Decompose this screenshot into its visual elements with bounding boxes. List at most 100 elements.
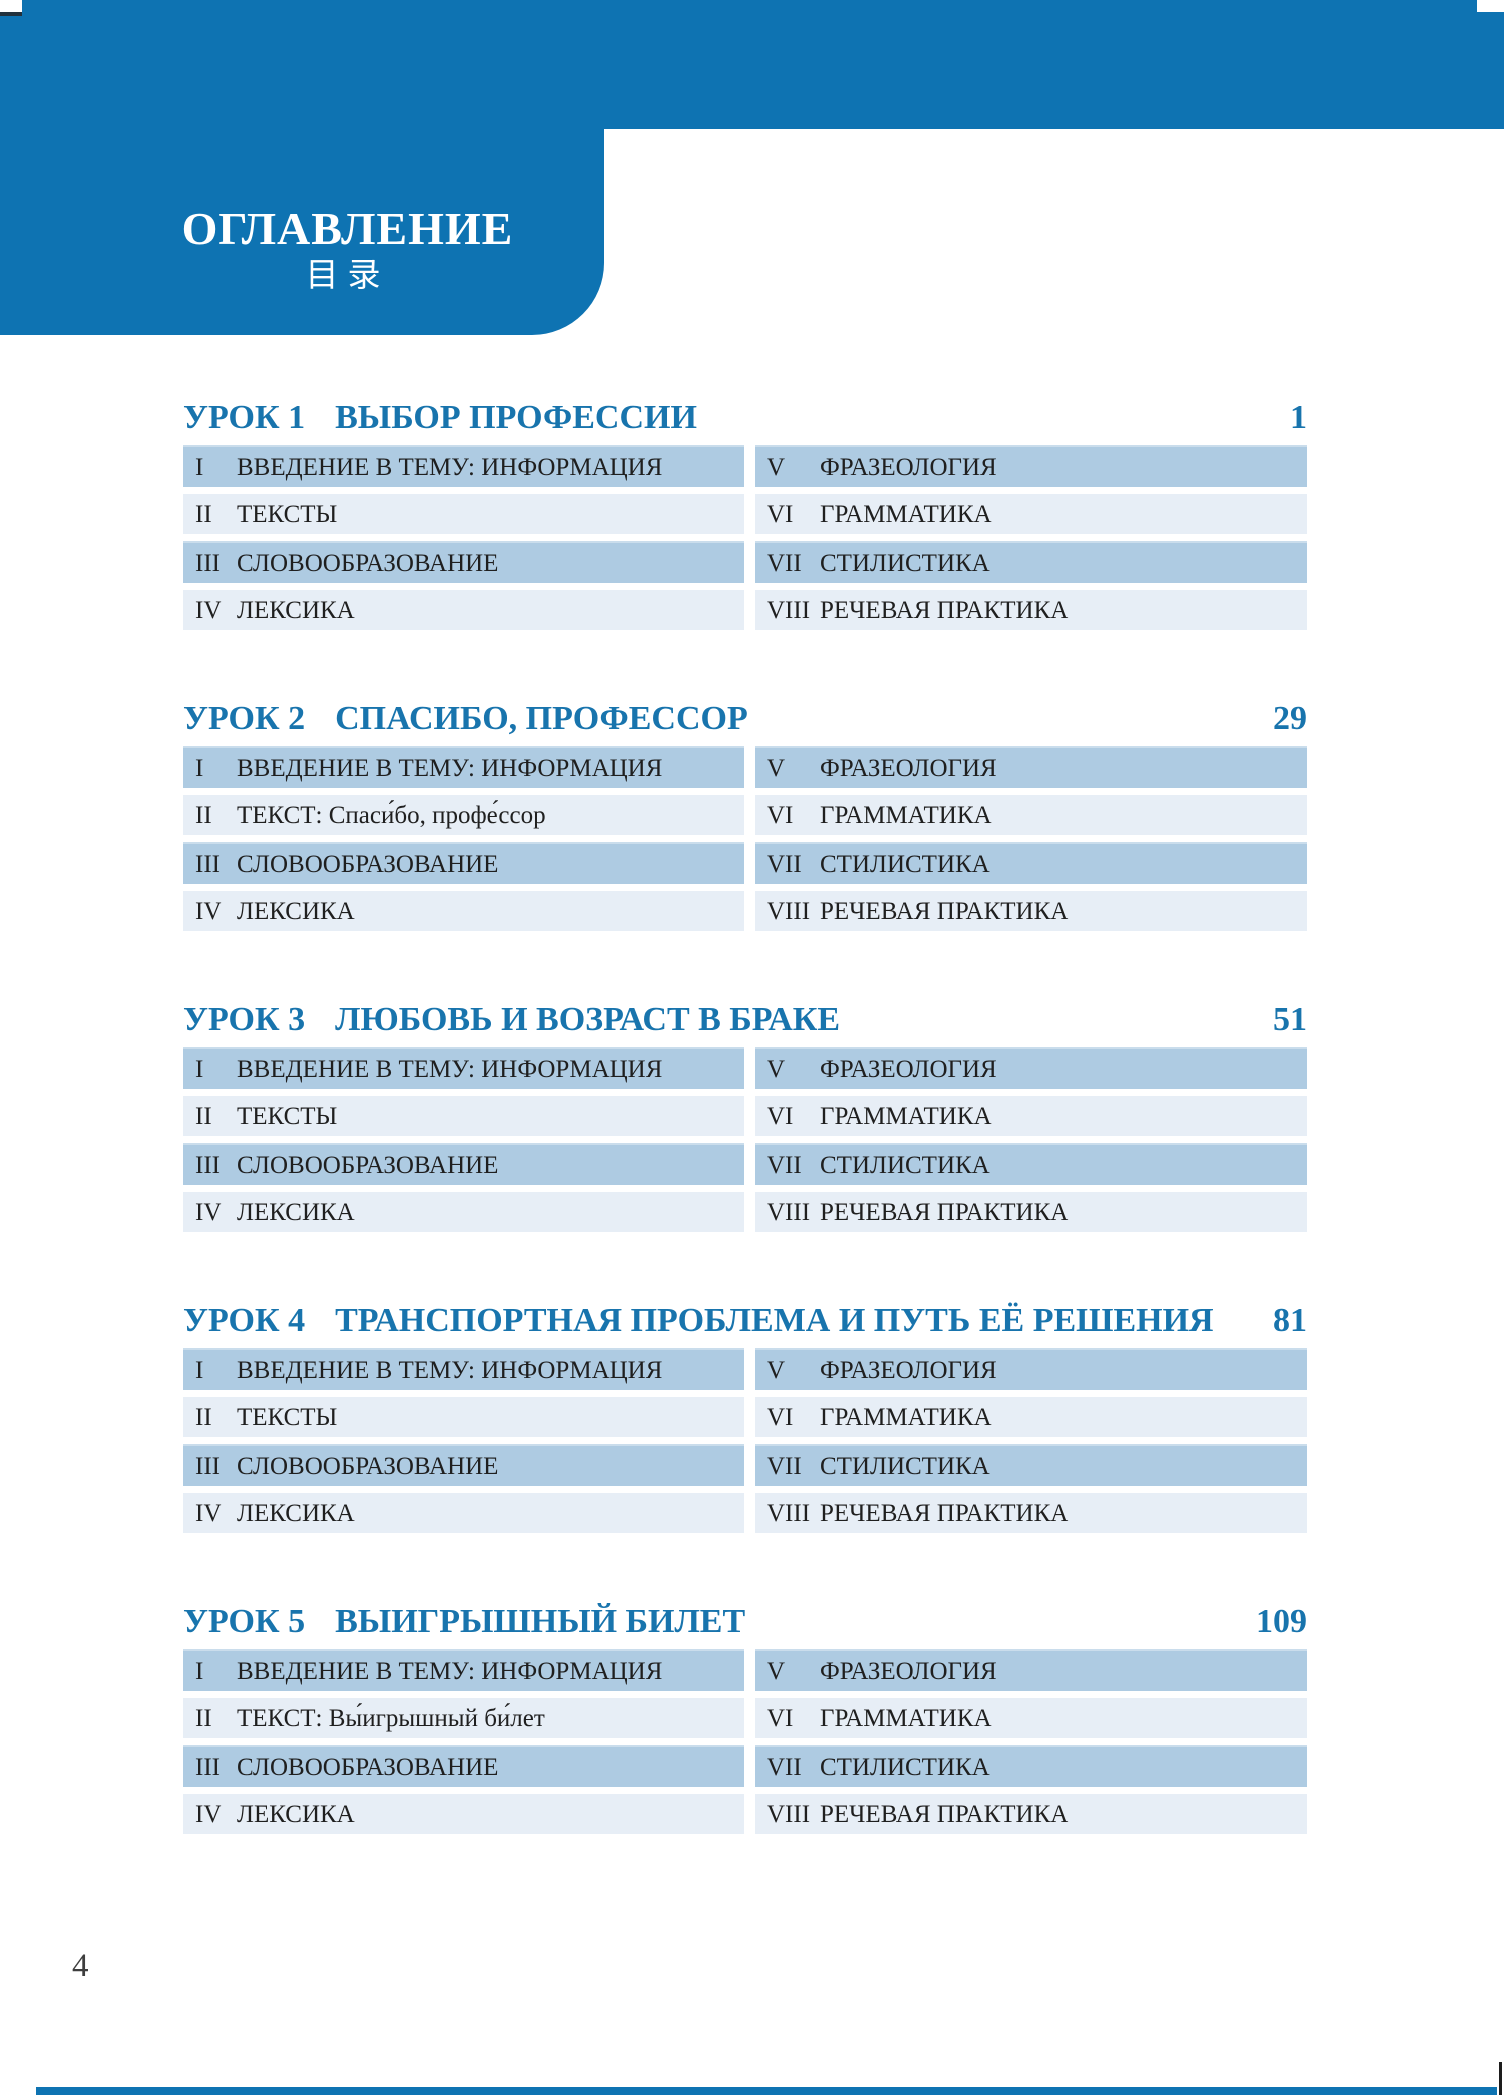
section-numeral: IV bbox=[195, 898, 222, 925]
toc-row: IV ЛЕКСИКА bbox=[183, 1794, 744, 1834]
toc-row: VI ГРАММАТИКА bbox=[755, 795, 1307, 835]
toc-row: V ФРАЗЕОЛОГИЯ bbox=[755, 1348, 1307, 1390]
section-title: ТЕКСТЫ bbox=[237, 1404, 338, 1431]
toc-row: II ТЕКСТЫ bbox=[183, 494, 744, 534]
toc-row: VI ГРАММАТИКА bbox=[755, 1397, 1307, 1437]
corner-artifact-white bbox=[0, 0, 22, 12]
section-title: СТИЛИСТИКА bbox=[820, 550, 990, 577]
lesson-heading: УРОК 5 ВЫИГРЫШНЫЙ БИЛЕТ 109 bbox=[183, 1602, 1307, 1642]
section-title: ФРАЗЕОЛОГИЯ bbox=[820, 755, 997, 782]
section-title: ТЕКСТ: Вы́игрышный би́лет bbox=[237, 1705, 545, 1732]
section-numeral: VI bbox=[767, 501, 794, 528]
section-numeral: VIII bbox=[767, 898, 811, 925]
lesson-section: УРОК 4 ТРАНСПОРТНАЯ ПРОБЛЕМА И ПУТЬ ЕЁ Р… bbox=[183, 1301, 1307, 1533]
lesson-page-number: 81 bbox=[1273, 1302, 1307, 1339]
section-numeral: IV bbox=[195, 597, 222, 624]
lesson-heading: УРОК 1 ВЫБОР ПРОФЕССИИ 1 bbox=[183, 398, 1307, 438]
lesson-page-number: 51 bbox=[1273, 1001, 1307, 1038]
toc-title-russian: ОГЛАВЛЕНИЕ bbox=[181, 203, 514, 254]
toc-row: III СЛОВООБРАЗОВАНИЕ bbox=[183, 541, 744, 583]
section-title: ГРАММАТИКА bbox=[820, 1705, 992, 1732]
section-title: РЕЧЕВАЯ ПРАКТИКА bbox=[820, 597, 1069, 624]
section-title: ЛЕКСИКА bbox=[237, 597, 355, 624]
section-numeral: II bbox=[195, 1404, 212, 1431]
toc-row: VII СТИЛИСТИКА bbox=[755, 541, 1307, 583]
lesson-table-left-column: I ВВЕДЕНИЕ В ТЕМУ: ИНФОРМАЦИЯ II ТЕКСТ: Вы́… bbox=[183, 1649, 744, 1841]
section-numeral: VII bbox=[767, 550, 802, 577]
lesson-section: УРОК 2 СПАСИБО, ПРОФЕССОР 29 I ВВЕДЕНИЕ В… bbox=[183, 699, 1307, 931]
section-title: ТЕКСТЫ bbox=[237, 1103, 338, 1130]
section-title: СТИЛИСТИКА bbox=[820, 1453, 990, 1480]
lesson-table: I ВВЕДЕНИЕ В ТЕМУ: ИНФОРМАЦИЯ II ТЕКСТЫ III С… bbox=[183, 1047, 1307, 1239]
section-numeral: VI bbox=[767, 802, 794, 829]
header-tab bbox=[0, 0, 604, 335]
section-title: СЛОВООБРАЗОВАНИЕ bbox=[237, 1754, 499, 1781]
toc-row: II ТЕКСТЫ bbox=[183, 1397, 744, 1437]
section-numeral: IV bbox=[195, 1500, 222, 1527]
lesson-label: УРОК 1 bbox=[183, 399, 306, 436]
lesson-title: ВЫИГРЫШНЫЙ БИЛЕТ bbox=[335, 1603, 746, 1640]
section-numeral: I bbox=[195, 454, 204, 481]
toc-row: VII СТИЛИСТИКА bbox=[755, 1745, 1307, 1787]
section-title: ВВЕДЕНИЕ В ТЕМУ: ИНФОРМАЦИЯ bbox=[237, 454, 663, 481]
section-title: ЛЕКСИКА bbox=[237, 1500, 355, 1527]
section-title: ГРАММАТИКА bbox=[820, 1404, 992, 1431]
lesson-page-number: 29 bbox=[1273, 700, 1307, 737]
corner-notch bbox=[1477, 0, 1504, 12]
section-numeral: I bbox=[195, 755, 204, 782]
toc-row: I ВВЕДЕНИЕ В ТЕМУ: ИНФОРМАЦИЯ bbox=[183, 445, 744, 487]
section-numeral: VIII bbox=[767, 1199, 811, 1226]
lesson-page-number: 109 bbox=[1256, 1603, 1307, 1640]
toc-row: VI ГРАММАТИКА bbox=[755, 1698, 1307, 1738]
section-title: ВВЕДЕНИЕ В ТЕМУ: ИНФОРМАЦИЯ bbox=[237, 1056, 663, 1083]
section-title: ФРАЗЕОЛОГИЯ bbox=[820, 454, 997, 481]
toc-row: VI ГРАММАТИКА bbox=[755, 1096, 1307, 1136]
toc-row: II ТЕКСТЫ bbox=[183, 1096, 744, 1136]
lesson-section: УРОК 3 ЛЮБОВЬ И ВОЗРАСТ В БРАКЕ 51 I ВВЕД… bbox=[183, 1000, 1307, 1232]
lessons-list: УРОК 1 ВЫБОР ПРОФЕССИИ 1 I ВВЕДЕНИЕ В ТЕМ… bbox=[183, 398, 1307, 1903]
toc-row: III СЛОВООБРАЗОВАНИЕ bbox=[183, 842, 744, 884]
lesson-section: УРОК 5 ВЫИГРЫШНЫЙ БИЛЕТ 109 I ВВЕДЕНИЕ В … bbox=[183, 1602, 1307, 1834]
lesson-table: I ВВЕДЕНИЕ В ТЕМУ: ИНФОРМАЦИЯ II ТЕКСТЫ III С… bbox=[183, 445, 1307, 637]
toc-row: IV ЛЕКСИКА bbox=[183, 1192, 744, 1232]
section-title: ЛЕКСИКА bbox=[237, 1801, 355, 1828]
lesson-table-right-column: V ФРАЗЕОЛОГИЯ VI ГРАММАТИКА VII СТИЛИСТИКА VII… bbox=[755, 445, 1307, 637]
lesson-title: ЛЮБОВЬ И ВОЗРАСТ В БРАКЕ bbox=[335, 1001, 841, 1038]
section-title: ВВЕДЕНИЕ В ТЕМУ: ИНФОРМАЦИЯ bbox=[237, 1357, 663, 1384]
lesson-title: ВЫБОР ПРОФЕССИИ bbox=[335, 399, 697, 436]
section-numeral: III bbox=[195, 550, 220, 577]
section-numeral: II bbox=[195, 501, 212, 528]
toc-row: VII СТИЛИСТИКА bbox=[755, 842, 1307, 884]
toc-row: IV ЛЕКСИКА bbox=[183, 590, 744, 630]
toc-row: II ТЕКСТ: Спаси́бо, профе́ссор bbox=[183, 795, 744, 835]
lesson-table: I ВВЕДЕНИЕ В ТЕМУ: ИНФОРМАЦИЯ II ТЕКСТ: Вы́… bbox=[183, 1649, 1307, 1841]
toc-row: I ВВЕДЕНИЕ В ТЕМУ: ИНФОРМАЦИЯ bbox=[183, 1348, 744, 1390]
lesson-heading: УРОК 3 ЛЮБОВЬ И ВОЗРАСТ В БРАКЕ 51 bbox=[183, 1000, 1307, 1040]
section-numeral: VII bbox=[767, 1453, 802, 1480]
lesson-table-left-column: I ВВЕДЕНИЕ В ТЕМУ: ИНФОРМАЦИЯ II ТЕКСТЫ III С… bbox=[183, 1348, 744, 1540]
section-numeral: II bbox=[195, 1103, 212, 1130]
toc-row: V ФРАЗЕОЛОГИЯ bbox=[755, 1649, 1307, 1691]
bottom-rule bbox=[36, 2087, 1497, 2095]
section-numeral: III bbox=[195, 1152, 220, 1179]
page-number: 4 bbox=[72, 1948, 89, 1984]
section-title: ГРАММАТИКА bbox=[820, 802, 992, 829]
section-title: СТИЛИСТИКА bbox=[820, 851, 990, 878]
section-title: СЛОВООБРАЗОВАНИЕ bbox=[237, 1152, 499, 1179]
section-numeral: VIII bbox=[767, 1801, 811, 1828]
lesson-label: УРОК 5 bbox=[183, 1603, 306, 1640]
section-title: ЛЕКСИКА bbox=[237, 1199, 355, 1226]
lesson-table-left-column: I ВВЕДЕНИЕ В ТЕМУ: ИНФОРМАЦИЯ II ТЕКСТЫ III С… bbox=[183, 445, 744, 637]
lesson-heading: УРОК 4 ТРАНСПОРТНАЯ ПРОБЛЕМА И ПУТЬ ЕЁ Р… bbox=[183, 1301, 1307, 1341]
section-title: ТЕКСТ: Спаси́бо, профе́ссор bbox=[237, 802, 546, 829]
section-title: СЛОВООБРАЗОВАНИЕ bbox=[237, 851, 499, 878]
toc-row: VIII РЕЧЕВАЯ ПРАКТИКА bbox=[755, 1192, 1307, 1232]
section-numeral: III bbox=[195, 1754, 220, 1781]
lesson-label: УРОК 4 bbox=[183, 1302, 306, 1339]
section-numeral: VII bbox=[767, 1152, 802, 1179]
section-numeral: VI bbox=[767, 1705, 794, 1732]
toc-row: V ФРАЗЕОЛОГИЯ bbox=[755, 1047, 1307, 1089]
toc-row: IV ЛЕКСИКА bbox=[183, 891, 744, 931]
lesson-title: ТРАНСПОРТНАЯ ПРОБЛЕМА И ПУТЬ ЕЁ РЕШЕНИЯ bbox=[335, 1302, 1214, 1339]
